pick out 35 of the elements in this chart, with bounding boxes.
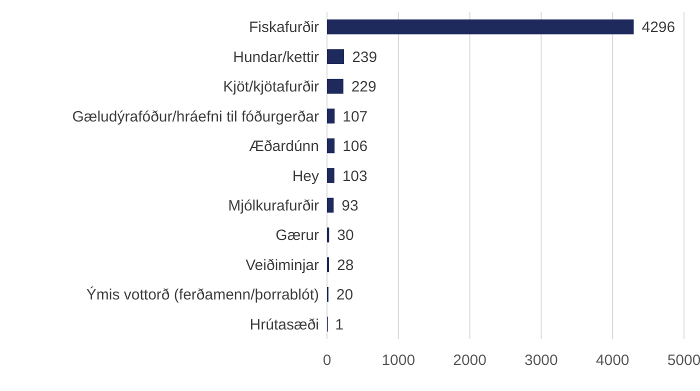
x-tick-label: 1000: [382, 352, 416, 369]
data-label: 28: [337, 256, 354, 274]
bar: [327, 108, 335, 124]
x-tick-label: 0: [322, 352, 332, 369]
y-tick-label: Hundar/kettir: [233, 48, 319, 66]
y-tick-label: Veiðiminjar: [246, 256, 319, 274]
data-label: 30: [337, 227, 354, 244]
y-tick-label: Mjólkurafurðir: [228, 197, 319, 214]
x-tick-label: 4000: [596, 352, 630, 369]
data-label: 229: [351, 78, 376, 96]
data-label: 239: [352, 48, 378, 66]
y-tick-label: Kjöt/kjötafurðir: [223, 78, 320, 96]
y-tick-label: Gærur: [276, 227, 319, 244]
y-tick-label: Gæludýrafóður/hráefni til fóðurgerðar: [72, 108, 320, 126]
y-tick-label: Fiskafurðir: [248, 19, 319, 36]
data-label: 4296: [642, 19, 676, 36]
data-label: 103: [342, 168, 368, 185]
y-tick-label: Hey: [292, 168, 320, 185]
y-tick-label: Hrútasæði: [250, 316, 319, 334]
x-tick-label: 5000: [667, 352, 700, 369]
y-tick-label: Æðardúnn: [248, 138, 319, 156]
data-label: 20: [336, 286, 354, 304]
bar: [327, 138, 335, 154]
data-label: 1: [335, 316, 344, 334]
data-label: 106: [342, 138, 368, 156]
bar: [327, 198, 334, 213]
data-label: 107: [342, 108, 368, 126]
bar: [327, 168, 334, 183]
bar: [327, 49, 344, 64]
bar: [327, 19, 634, 34]
x-tick-label: 2000: [453, 352, 486, 369]
data-label: 93: [342, 197, 358, 214]
bar: [327, 78, 344, 94]
y-tick-label: Ýmis vottorð (ferðamenn/þorrablót): [86, 286, 319, 304]
x-tick-label: 3000: [524, 352, 558, 369]
